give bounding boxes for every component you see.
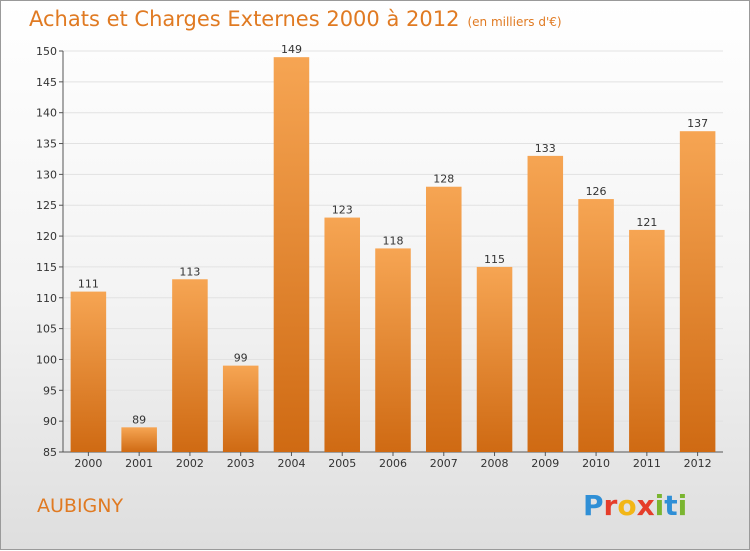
x-tick-label: 2008 — [481, 457, 509, 470]
logo-letter: r — [603, 489, 618, 522]
data-label-2006: 118 — [383, 234, 404, 247]
y-tick-label: 115 — [36, 261, 57, 274]
data-label-2002: 113 — [179, 265, 200, 278]
x-tick-label: 2002 — [176, 457, 204, 470]
bar-2012 — [679, 131, 716, 452]
bar-2000 — [70, 291, 107, 452]
x-tick-label: 2012 — [684, 457, 712, 470]
y-tick-labels: 85 90 95 100 105 110 115 120 125 130 135 140 145 150 — [36, 45, 57, 459]
x-tick-label: 2010 — [582, 457, 610, 470]
y-tick-label: 130 — [36, 168, 57, 181]
logo-letter: t — [664, 489, 678, 522]
logo-letter: P — [583, 489, 604, 522]
bar-2008 — [476, 266, 513, 452]
y-tick-label: 120 — [36, 230, 57, 243]
bar-2007 — [426, 186, 462, 452]
bar-2005 — [324, 217, 360, 452]
x-tick-label: 2000 — [74, 457, 102, 470]
data-label-2003: 99 — [234, 352, 248, 365]
logo-letter: x — [636, 489, 655, 522]
chart-title-unit: (en milliers d'€) — [467, 15, 562, 29]
y-tick-label: 145 — [36, 76, 57, 89]
data-label-2000: 111 — [78, 278, 99, 291]
data-label-2004: 149 — [281, 43, 302, 56]
y-tick-label: 90 — [43, 415, 57, 428]
bar-2009 — [527, 155, 564, 452]
x-tick-label: 2004 — [277, 457, 305, 470]
x-tick-label: 2011 — [633, 457, 661, 470]
y-tick-label: 135 — [36, 138, 57, 151]
data-label-2001: 89 — [132, 413, 146, 426]
bars — [70, 57, 716, 453]
x-tick-label: 2001 — [125, 457, 153, 470]
data-label-2005: 123 — [332, 204, 353, 217]
y-tick-label: 125 — [36, 199, 57, 212]
data-label-2011: 121 — [636, 216, 657, 229]
logo-letter: i — [677, 489, 688, 522]
data-labels: 111 89 113 99 149 123 118 128 115 133 126 121 137 — [78, 43, 708, 426]
bar-2002 — [172, 279, 208, 452]
data-label-2009: 133 — [535, 142, 556, 155]
bar-2011 — [629, 229, 665, 452]
bar-2004 — [273, 57, 310, 453]
chart-title: Achats et Charges Externes 2000 à 2012 (e… — [29, 7, 562, 31]
x-tick-label: 2009 — [531, 457, 559, 470]
bar-2010 — [578, 199, 614, 452]
logo-letter: o — [617, 489, 637, 522]
y-tick-label: 110 — [36, 292, 57, 305]
x-tick-label: 2007 — [430, 457, 458, 470]
data-label-2010: 126 — [586, 185, 607, 198]
x-tick-label: 2003 — [227, 457, 255, 470]
data-label-2008: 115 — [484, 253, 505, 266]
bar-2006 — [375, 248, 411, 452]
x-tick-labels: 2000 2001 2002 2003 2004 2005 2006 2007 2008 2009… — [74, 457, 711, 470]
commune-name: AUBIGNY — [37, 495, 124, 517]
data-label-2007: 128 — [433, 173, 454, 186]
x-tick-label: 2006 — [379, 457, 407, 470]
chart-title-text: Achats et Charges Externes 2000 à 2012 — [29, 7, 460, 31]
x-tick-label: 2005 — [328, 457, 356, 470]
y-tick-label: 95 — [43, 384, 57, 397]
data-label-2012: 137 — [687, 117, 708, 130]
y-tick-label: 105 — [36, 323, 57, 336]
y-tick-label: 150 — [36, 45, 57, 58]
y-tick-label: 140 — [36, 107, 57, 120]
bar-2003 — [222, 365, 259, 452]
logo-letter: i — [654, 489, 665, 522]
y-tick-label: 85 — [43, 446, 57, 459]
bar-2001 — [121, 427, 157, 452]
proxiti-logo: Proxiti — [583, 489, 687, 522]
y-tick-label: 100 — [36, 353, 57, 366]
